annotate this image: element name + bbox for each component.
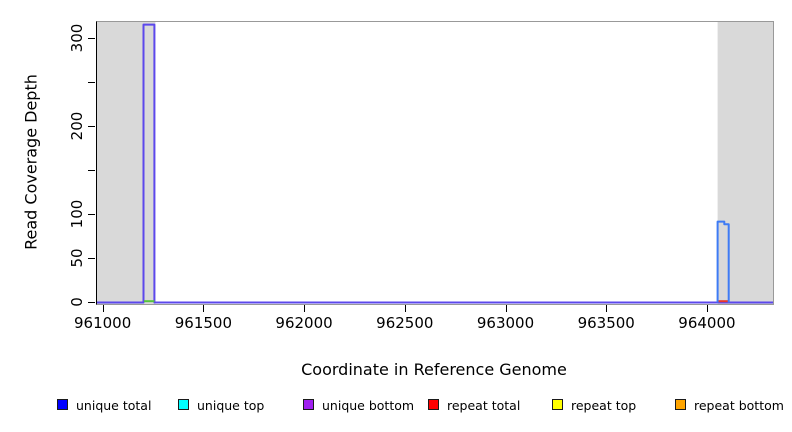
legend-swatch-icon <box>675 399 686 410</box>
x-tick-mark <box>404 305 406 312</box>
y-tick-mark <box>88 125 95 127</box>
plot-area <box>96 21 774 305</box>
y-tick-mark <box>88 81 95 83</box>
x-tick-label: 964000 <box>678 314 736 332</box>
legend-label: unique top <box>197 398 265 413</box>
x-tick-mark <box>505 305 507 312</box>
y-tick-mark <box>88 257 95 259</box>
x-tick-mark <box>606 305 608 312</box>
y-tick-mark <box>88 301 95 303</box>
x-tick-label: 961500 <box>174 314 232 332</box>
x-axis-title: Coordinate in Reference Genome <box>301 360 567 379</box>
x-tick-mark <box>203 305 205 312</box>
legend-swatch-icon <box>428 399 439 410</box>
y-tick-label: 50 <box>68 247 86 268</box>
legend-label: repeat total <box>447 398 521 413</box>
x-tick-label: 963500 <box>577 314 635 332</box>
shaded-region <box>717 22 773 304</box>
y-tick-label: 0 <box>68 296 86 307</box>
legend-swatch-icon <box>303 399 314 410</box>
x-tick-label: 961000 <box>74 314 132 332</box>
x-tick-mark <box>304 305 306 312</box>
y-tick-label: 200 <box>68 111 86 140</box>
x-tick-label: 962500 <box>376 314 434 332</box>
y-tick-mark <box>88 37 95 39</box>
legend-swatch-icon <box>57 399 68 410</box>
legend-label: unique total <box>76 398 152 413</box>
legend-label: unique bottom <box>322 398 415 413</box>
legend-label: repeat top <box>571 398 637 413</box>
y-axis-title: Read Coverage Depth <box>21 74 41 250</box>
legend: unique total unique top unique bottom repea… <box>0 396 792 416</box>
legend-swatch-icon <box>178 399 189 410</box>
chart-canvas <box>97 22 773 304</box>
legend-swatch-icon <box>552 399 563 410</box>
y-tick-label: 100 <box>68 199 86 228</box>
x-tick-mark <box>102 305 104 312</box>
legend-label: repeat bottom <box>694 398 784 413</box>
shaded-region <box>97 22 156 304</box>
y-tick-mark <box>88 213 95 215</box>
x-tick-mark <box>706 305 708 312</box>
y-tick-label: 300 <box>68 23 86 53</box>
y-tick-mark <box>88 169 95 171</box>
series-path <box>97 23 773 304</box>
x-tick-label: 962000 <box>275 314 333 332</box>
series-path <box>716 220 730 303</box>
x-tick-label: 963000 <box>476 314 535 332</box>
